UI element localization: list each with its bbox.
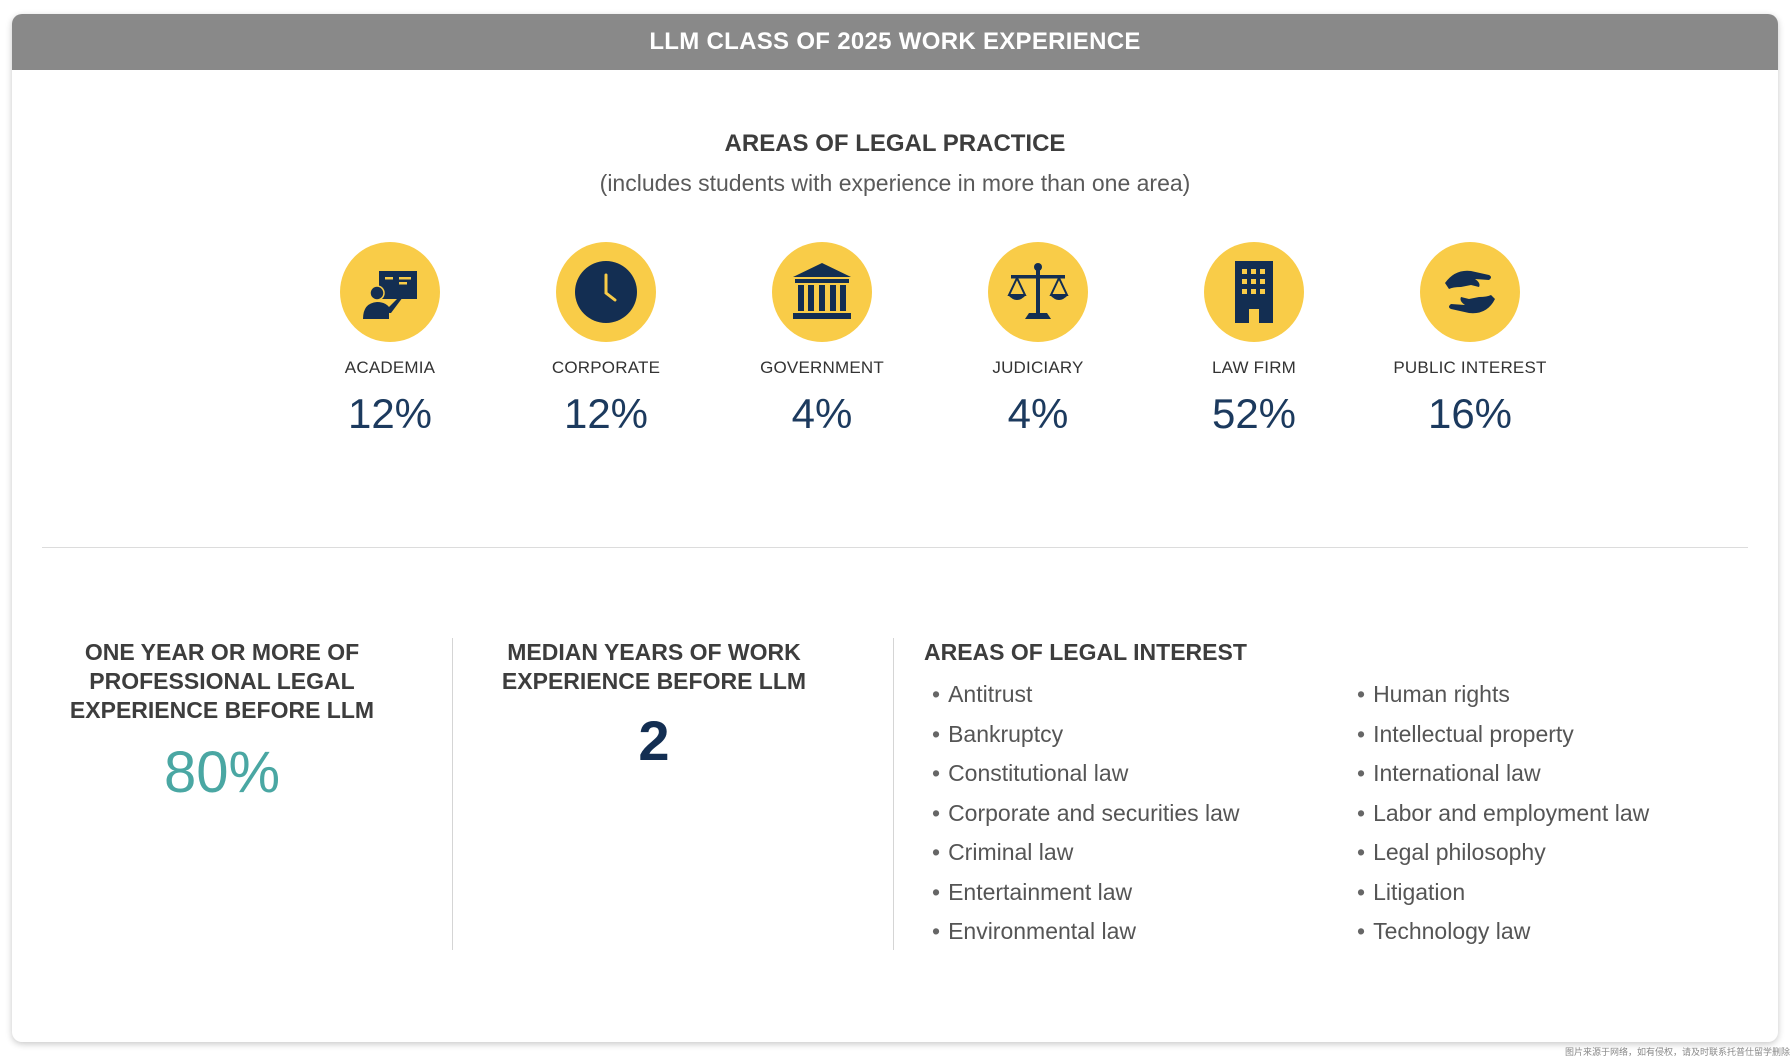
experience-stat-title: ONE YEAR OR MORE OF PROFESSIONAL LEGAL E…: [69, 639, 375, 723]
list-item: Constitutional law: [924, 754, 1349, 794]
area-percent: 12%: [347, 390, 433, 437]
area-percent: 12%: [563, 390, 649, 437]
teacher-board-icon: [340, 242, 440, 342]
interest-list-right: Human rights Intellectual property Inter…: [1349, 675, 1649, 952]
list-item: Criminal law: [924, 833, 1349, 873]
list-item: Human rights: [1349, 675, 1649, 715]
list-item: International law: [1349, 754, 1649, 794]
section-divider: [42, 547, 1748, 548]
legal-interest-title: AREAS OF LEGAL INTEREST: [924, 639, 1247, 665]
list-item: Environmental law: [924, 912, 1349, 952]
area-label: LAW FIRM: [1211, 358, 1297, 377]
area-public-interest: PUBLIC INTEREST 16%: [1362, 242, 1578, 438]
list-item: Antitrust: [924, 675, 1349, 715]
clock-icon: [556, 242, 656, 342]
interest-list-left: Antitrust Bankruptcy Constitutional law …: [924, 675, 1349, 952]
list-item: Intellectual property: [1349, 715, 1649, 755]
helping-hands-icon: [1420, 242, 1520, 342]
area-label: PUBLIC INTEREST: [1393, 358, 1547, 377]
area-academia: ACADEMIA 12%: [282, 242, 498, 438]
median-stat-title: MEDIAN YEARS OF WORK EXPERIENCE BEFORE L…: [501, 639, 807, 694]
source-footnote: 图片来源于网络，如有侵权，请及时联系托普仕留学删除: [1564, 1047, 1790, 1057]
area-corporate: CORPORATE 12%: [498, 242, 714, 438]
list-item: Litigation: [1349, 873, 1649, 913]
area-percent: 16%: [1427, 390, 1513, 437]
area-label: JUDICIARY: [992, 358, 1084, 377]
area-label: GOVERNMENT: [760, 358, 884, 377]
government-building-icon: [772, 242, 872, 342]
scales-of-justice-icon: [988, 242, 1088, 342]
median-stat: MEDIAN YEARS OF WORK EXPERIENCE BEFORE L…: [484, 638, 824, 773]
banner-title: LLM CLASS OF 2025 WORK EXPERIENCE: [12, 14, 1778, 70]
area-percent: 4%: [1007, 390, 1069, 437]
practice-areas: ACADEMIA 12% CORPORATE 12%: [282, 242, 1578, 438]
office-building-icon: [1204, 242, 1304, 342]
list-item: Technology law: [1349, 912, 1649, 952]
area-label: ACADEMIA: [344, 358, 436, 377]
area-percent: 52%: [1211, 390, 1297, 437]
area-label: CORPORATE: [551, 358, 661, 377]
list-item: Bankruptcy: [924, 715, 1349, 755]
list-item: Entertainment law: [924, 873, 1349, 913]
list-item: Legal philosophy: [1349, 833, 1649, 873]
area-law-firm: LAW FIRM 52%: [1146, 242, 1362, 438]
list-item: Labor and employment law: [1349, 794, 1649, 834]
area-government: GOVERNMENT 4%: [714, 242, 930, 438]
experience-stat-value: 80%: [163, 740, 281, 805]
median-stat-value: 2: [638, 709, 670, 772]
column-divider: [893, 638, 894, 950]
column-divider: [452, 638, 453, 950]
area-percent: 4%: [791, 390, 853, 437]
list-item: Corporate and securities law: [924, 794, 1349, 834]
experience-stat: ONE YEAR OR MORE OF PROFESSIONAL LEGAL E…: [52, 638, 392, 806]
infographic-card: LLM CLASS OF 2025 WORK EXPERIENCE AREAS …: [12, 14, 1778, 1042]
legal-interest-section: AREAS OF LEGAL INTEREST Antitrust Bankru…: [924, 638, 1764, 952]
area-judiciary: JUDICIARY 4%: [930, 242, 1146, 438]
practice-subtitle: (includes students with experience in mo…: [599, 170, 1191, 196]
practice-title: AREAS OF LEGAL PRACTICE: [724, 130, 1066, 157]
